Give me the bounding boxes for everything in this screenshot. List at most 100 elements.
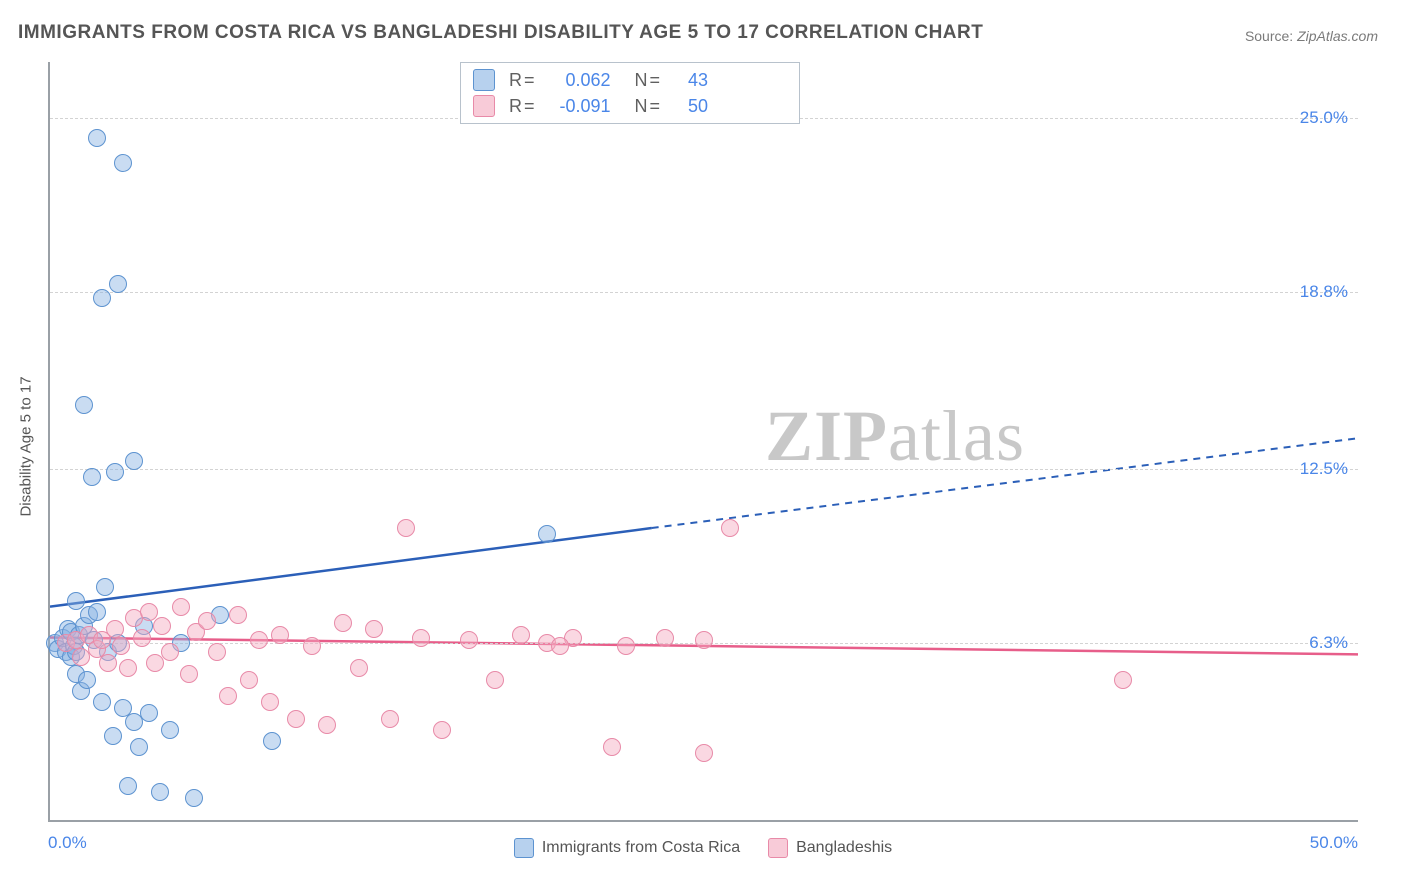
scatter-point bbox=[350, 659, 368, 677]
scatter-point bbox=[656, 629, 674, 647]
equals-sign: = bbox=[524, 96, 535, 117]
corr-r-label: R bbox=[509, 70, 522, 91]
trend-lines-layer bbox=[50, 62, 1358, 820]
scatter-point bbox=[172, 598, 190, 616]
scatter-point bbox=[119, 777, 137, 795]
scatter-point bbox=[381, 710, 399, 728]
scatter-point bbox=[229, 606, 247, 624]
y-axis-label-wrap: Disability Age 5 to 17 bbox=[12, 0, 40, 892]
gridline bbox=[50, 469, 1358, 470]
equals-sign: = bbox=[650, 70, 661, 91]
scatter-point bbox=[287, 710, 305, 728]
scatter-point bbox=[88, 603, 106, 621]
scatter-point bbox=[146, 654, 164, 672]
scatter-point bbox=[1114, 671, 1132, 689]
swatch-icon bbox=[473, 95, 495, 117]
scatter-point bbox=[261, 693, 279, 711]
chart-container: IMMIGRANTS FROM COSTA RICA VS BANGLADESH… bbox=[0, 0, 1406, 892]
scatter-point bbox=[185, 789, 203, 807]
equals-sign: = bbox=[524, 70, 535, 91]
scatter-point bbox=[512, 626, 530, 644]
scatter-point bbox=[93, 289, 111, 307]
scatter-point bbox=[133, 629, 151, 647]
chart-title: IMMIGRANTS FROM COSTA RICA VS BANGLADESH… bbox=[18, 22, 983, 44]
scatter-point bbox=[114, 154, 132, 172]
scatter-point bbox=[219, 687, 237, 705]
legend-label: Bangladeshis bbox=[796, 839, 892, 857]
scatter-point bbox=[460, 631, 478, 649]
swatch-icon bbox=[768, 838, 788, 858]
y-axis-label: Disability Age 5 to 17 bbox=[18, 376, 35, 516]
corr-n-value: 43 bbox=[668, 70, 708, 91]
scatter-point bbox=[119, 659, 137, 677]
scatter-point bbox=[433, 721, 451, 739]
scatter-point bbox=[617, 637, 635, 655]
scatter-point bbox=[412, 629, 430, 647]
scatter-point bbox=[303, 637, 321, 655]
scatter-point bbox=[208, 643, 226, 661]
corr-n-label: N bbox=[635, 70, 648, 91]
scatter-point bbox=[318, 716, 336, 734]
scatter-point bbox=[75, 396, 93, 414]
scatter-point bbox=[695, 744, 713, 762]
scatter-point bbox=[486, 671, 504, 689]
scatter-point bbox=[88, 129, 106, 147]
trend-line bbox=[50, 528, 652, 607]
legend-label: Immigrants from Costa Rica bbox=[542, 839, 740, 857]
corr-n-value: 50 bbox=[668, 96, 708, 117]
scatter-point bbox=[721, 519, 739, 537]
scatter-point bbox=[240, 671, 258, 689]
legend-item-s2: Bangladeshis bbox=[768, 838, 892, 858]
scatter-point bbox=[151, 783, 169, 801]
corr-n-label: N bbox=[635, 96, 648, 117]
scatter-point bbox=[263, 732, 281, 750]
scatter-point bbox=[153, 617, 171, 635]
scatter-point bbox=[106, 463, 124, 481]
source-link[interactable]: ZipAtlas.com bbox=[1297, 28, 1378, 44]
scatter-point bbox=[161, 721, 179, 739]
scatter-point bbox=[106, 620, 124, 638]
scatter-point bbox=[180, 665, 198, 683]
scatter-point bbox=[271, 626, 289, 644]
y-tick-label: 18.8% bbox=[1300, 282, 1348, 302]
scatter-point bbox=[83, 468, 101, 486]
scatter-point bbox=[334, 614, 352, 632]
scatter-point bbox=[96, 578, 114, 596]
scatter-point bbox=[93, 693, 111, 711]
scatter-point bbox=[67, 592, 85, 610]
scatter-point bbox=[250, 631, 268, 649]
corr-row-s2: R = -0.091 N = 50 bbox=[461, 93, 799, 119]
y-tick-label: 6.3% bbox=[1309, 633, 1348, 653]
scatter-point bbox=[109, 275, 127, 293]
scatter-point bbox=[198, 612, 216, 630]
equals-sign: = bbox=[650, 96, 661, 117]
y-tick-label: 25.0% bbox=[1300, 108, 1348, 128]
source-prefix: Source: bbox=[1245, 28, 1297, 44]
scatter-point bbox=[78, 671, 96, 689]
scatter-point bbox=[130, 738, 148, 756]
corr-r-value: -0.091 bbox=[541, 96, 611, 117]
scatter-point bbox=[538, 525, 556, 543]
scatter-point bbox=[397, 519, 415, 537]
swatch-icon bbox=[473, 69, 495, 91]
trend-line-extrapolated bbox=[652, 438, 1358, 528]
corr-r-label: R bbox=[509, 96, 522, 117]
corr-r-value: 0.062 bbox=[541, 70, 611, 91]
y-tick-label: 12.5% bbox=[1300, 459, 1348, 479]
correlation-legend: R = 0.062 N = 43 R = -0.091 N = 50 bbox=[460, 62, 800, 124]
plot-area: 6.3% 12.5% 18.8% 25.0% bbox=[48, 62, 1358, 822]
source-attribution: Source: ZipAtlas.com bbox=[1245, 28, 1378, 44]
series-legend: Immigrants from Costa Rica Bangladeshis bbox=[0, 838, 1406, 858]
scatter-point bbox=[603, 738, 621, 756]
scatter-point bbox=[161, 643, 179, 661]
scatter-point bbox=[125, 452, 143, 470]
scatter-point bbox=[112, 637, 130, 655]
scatter-point bbox=[695, 631, 713, 649]
scatter-point bbox=[551, 637, 569, 655]
scatter-point bbox=[99, 654, 117, 672]
scatter-point bbox=[365, 620, 383, 638]
legend-item-s1: Immigrants from Costa Rica bbox=[514, 838, 740, 858]
scatter-point bbox=[140, 704, 158, 722]
scatter-point bbox=[104, 727, 122, 745]
corr-row-s1: R = 0.062 N = 43 bbox=[461, 67, 799, 93]
